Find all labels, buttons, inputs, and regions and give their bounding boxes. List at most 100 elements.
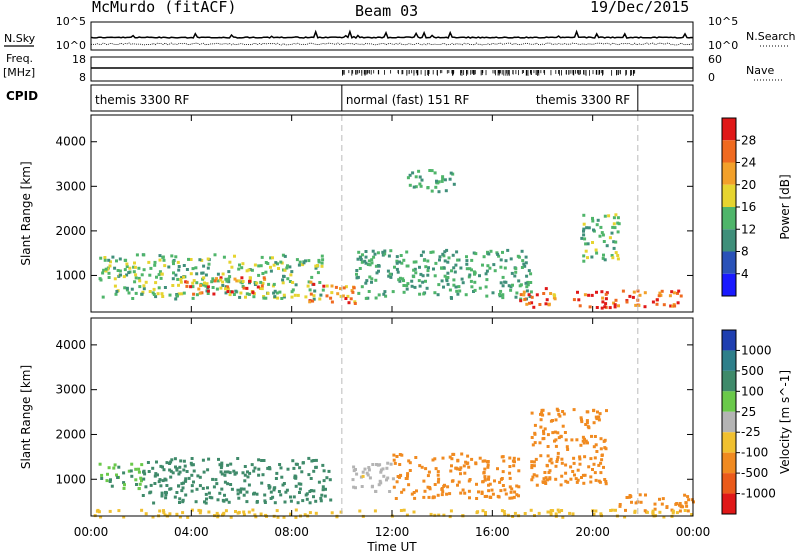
echo-pixel: [432, 267, 435, 271]
echo-pixel: [251, 508, 255, 512]
echo-pixel: [472, 290, 475, 293]
echo-pixel: [398, 463, 402, 466]
echo-pixel: [583, 455, 587, 459]
echo-pixel: [459, 472, 462, 476]
echo-pixel: [191, 463, 195, 467]
echo-pixel: [653, 502, 657, 506]
echo-pixel: [161, 465, 164, 469]
echo-pixel: [185, 284, 189, 288]
echo-pixel: [486, 463, 490, 467]
echo-pixel: [286, 467, 290, 471]
echo-pixel: [142, 268, 146, 272]
echo-pixel: [262, 295, 266, 298]
echo-pixel: [481, 480, 485, 484]
colorbar-label: Velocity [m s^-1]: [778, 370, 792, 474]
echo-pixel: [593, 456, 597, 460]
echo-pixel: [138, 279, 142, 283]
echo-pixel: [321, 258, 325, 262]
echo-pixel: [305, 497, 309, 501]
echo-pixel: [137, 487, 141, 490]
echo-pixel: [128, 266, 132, 270]
echo-pixel: [473, 288, 477, 292]
x-tick-label: 00:00: [676, 525, 711, 539]
nave-tick-top: 60: [708, 53, 722, 66]
echo-pixel: [592, 408, 596, 412]
echo-pixel: [592, 512, 596, 516]
echo-pixel: [502, 459, 506, 463]
echo-pixel: [552, 293, 556, 297]
echo-pixel: [194, 266, 198, 270]
echo-pixel: [454, 263, 458, 267]
echo-pixel: [591, 216, 594, 220]
echo-pixel: [612, 240, 616, 244]
echo-pixel: [330, 511, 334, 515]
echo-pixel: [561, 515, 565, 519]
echo-pixel: [276, 262, 279, 266]
colorbar-tick-label: 12: [741, 222, 756, 236]
echo-pixel: [350, 289, 354, 293]
echo-pixel: [339, 287, 342, 291]
echo-pixel: [556, 409, 560, 412]
echo-pixel: [158, 270, 162, 274]
echo-pixel: [564, 479, 568, 483]
echo-pixel: [237, 510, 241, 514]
echo-pixel: [586, 242, 590, 246]
echo-pixel: [243, 479, 247, 483]
cpid-panel: CPID themis 3300 RF normal (fast) 151 RF th…: [6, 84, 694, 112]
echo-pixel: [171, 471, 175, 475]
echo-pixel: [228, 275, 232, 279]
echo-pixel: [598, 480, 602, 484]
echo-pixel: [617, 304, 620, 308]
echo-pixel: [557, 412, 561, 416]
echo-pixel: [600, 290, 604, 294]
echo-pixel: [539, 425, 543, 429]
echo-pixel: [458, 289, 462, 293]
echo-pixel: [461, 281, 465, 285]
echo-pixel: [558, 414, 562, 418]
echo-pixel: [475, 511, 479, 515]
echo-pixel: [517, 469, 521, 473]
echo-pixel: [192, 279, 196, 283]
echo-pixel: [320, 493, 324, 497]
echo-pixel: [624, 508, 627, 512]
echo-pixel: [594, 248, 598, 252]
echo-pixel: [545, 478, 549, 482]
echo-pixel: [634, 303, 638, 307]
echo-pixel: [109, 478, 112, 482]
echo-pixel: [179, 280, 183, 284]
echo-pixel: [251, 291, 255, 295]
echo-pixel: [216, 513, 220, 517]
echo-pixel: [361, 470, 365, 474]
echo-pixel: [312, 282, 316, 286]
echo-pixel: [612, 222, 616, 226]
echo-pixel: [215, 277, 218, 281]
echo-pixel: [164, 496, 168, 500]
echo-pixel: [239, 487, 243, 491]
echo-pixel: [676, 301, 680, 305]
echo-pixel: [487, 489, 491, 493]
echo-pixel: [214, 478, 218, 482]
echo-pixel: [421, 274, 425, 278]
echo-pixel: [572, 298, 576, 302]
echo-pixel: [603, 305, 607, 309]
echo-pixel: [584, 439, 588, 443]
echo-pixel: [360, 260, 364, 264]
echo-pixel: [412, 268, 416, 272]
echo-pixel: [549, 292, 553, 295]
echo-pixel: [360, 485, 364, 488]
freq-tick-top: 18: [72, 53, 86, 66]
echo-pixel: [422, 479, 426, 483]
echo-pixel: [383, 290, 387, 294]
echo-pixel: [133, 265, 137, 269]
echo-pixel: [161, 295, 165, 298]
echo-pixel: [316, 271, 320, 275]
echo-pixel: [104, 269, 108, 273]
echo-pixel: [452, 283, 456, 287]
echo-pixel: [451, 479, 455, 483]
echo-pixel: [488, 482, 492, 486]
echo-pixel: [637, 303, 641, 307]
echo-pixel: [433, 171, 437, 175]
echo-pixel: [419, 253, 423, 257]
